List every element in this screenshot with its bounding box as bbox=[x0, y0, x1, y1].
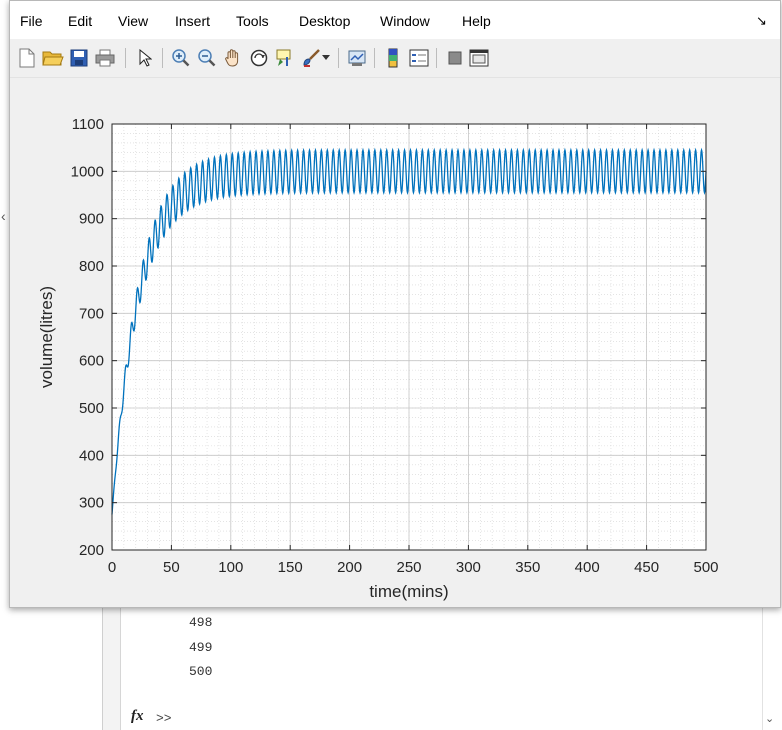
x-tick-label: 150 bbox=[278, 559, 303, 576]
undock-arrow-icon[interactable]: ↘ bbox=[756, 13, 767, 29]
save-icon[interactable] bbox=[68, 47, 90, 69]
rotate-3d-icon[interactable] bbox=[248, 47, 270, 69]
x-tick-label: 500 bbox=[693, 559, 718, 576]
figure-window: File Edit View Insert Tools Desktop Wind… bbox=[9, 0, 781, 608]
legend-icon[interactable] bbox=[408, 47, 430, 69]
open-file-icon[interactable] bbox=[42, 47, 64, 69]
x-tick-label: 350 bbox=[515, 559, 540, 576]
command-window[interactable] bbox=[121, 600, 761, 730]
y-tick-label: 500 bbox=[79, 400, 104, 417]
brush-icon[interactable] bbox=[300, 47, 322, 69]
figure-axes[interactable]: 0 50 100 150 200 250 300 350 400 450 500 200 300 400 5… bbox=[10, 77, 780, 607]
x-axis-label: time(mins) bbox=[369, 582, 448, 601]
y-tick-label: 1100 bbox=[72, 116, 104, 133]
panel-edge-icon: ‹ bbox=[1, 208, 6, 224]
colorbar-icon[interactable] bbox=[382, 47, 404, 69]
menu-help[interactable]: Help bbox=[462, 13, 491, 29]
menu-bar: File Edit View Insert Tools Desktop Wind… bbox=[10, 1, 780, 39]
pointer-icon[interactable] bbox=[134, 47, 156, 69]
y-tick-label: 200 bbox=[79, 542, 104, 559]
figure-toolbar bbox=[10, 39, 780, 78]
y-tick-label: 900 bbox=[79, 211, 104, 228]
data-cursor-icon[interactable] bbox=[274, 47, 296, 69]
output-line: 498 bbox=[189, 615, 212, 630]
x-tick-label: 200 bbox=[337, 559, 362, 576]
menu-window[interactable]: Window bbox=[380, 13, 430, 29]
dropdown-arrow-icon[interactable] bbox=[320, 47, 332, 69]
x-tick-label: 50 bbox=[163, 559, 180, 576]
x-tick-label: 0 bbox=[108, 559, 116, 576]
x-tick-label: 250 bbox=[396, 559, 421, 576]
scroll-down-icon[interactable]: ⌄ bbox=[765, 712, 774, 725]
x-tick-label: 100 bbox=[218, 559, 243, 576]
hide-plot-tools-icon[interactable] bbox=[444, 47, 466, 69]
y-tick-label: 1000 bbox=[71, 163, 104, 180]
y-tick-label: 400 bbox=[79, 447, 104, 464]
menu-insert[interactable]: Insert bbox=[175, 13, 210, 29]
menu-desktop[interactable]: Desktop bbox=[299, 13, 350, 29]
function-browser-icon[interactable]: fx bbox=[131, 708, 144, 725]
command-window-scrollbar[interactable] bbox=[762, 600, 782, 730]
x-tick-label: 450 bbox=[634, 559, 659, 576]
y-axis-label: volume(litres) bbox=[37, 286, 56, 388]
x-tick-label: 400 bbox=[575, 559, 600, 576]
command-window-gutter bbox=[103, 600, 121, 730]
y-tick-label: 800 bbox=[79, 258, 104, 275]
x-tick-label: 300 bbox=[456, 559, 481, 576]
new-figure-icon[interactable] bbox=[16, 47, 38, 69]
show-plot-tools-icon[interactable] bbox=[468, 47, 490, 69]
print-icon[interactable] bbox=[94, 47, 116, 69]
y-tick-label: 300 bbox=[79, 495, 104, 512]
zoom-in-icon[interactable] bbox=[170, 47, 192, 69]
command-prompt[interactable]: >> bbox=[156, 711, 172, 726]
menu-view[interactable]: View bbox=[118, 13, 148, 29]
zoom-out-icon[interactable] bbox=[196, 47, 218, 69]
menu-file[interactable]: File bbox=[20, 13, 43, 29]
pan-hand-icon[interactable] bbox=[222, 47, 244, 69]
menu-tools[interactable]: Tools bbox=[236, 13, 269, 29]
output-line: 499 bbox=[189, 640, 212, 655]
link-plot-icon[interactable] bbox=[346, 47, 368, 69]
output-line: 500 bbox=[189, 664, 212, 679]
y-tick-label: 600 bbox=[79, 353, 104, 370]
menu-edit[interactable]: Edit bbox=[68, 13, 92, 29]
y-tick-label: 700 bbox=[79, 305, 104, 322]
